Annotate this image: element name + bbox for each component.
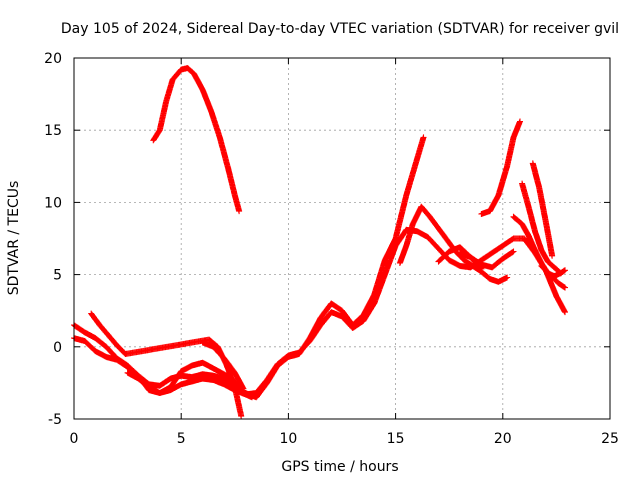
marker-trail — [71, 226, 568, 398]
x-tick-label: 20 — [494, 431, 512, 447]
series-arc-d — [124, 369, 255, 401]
marker-trail — [538, 262, 568, 291]
y-tick-label: 20 — [44, 51, 62, 67]
series-arc-c — [88, 310, 245, 420]
series-arc-f — [396, 203, 511, 285]
plot-frame — [73, 57, 611, 420]
marker-trail — [150, 65, 243, 215]
y-axis-label: SDTVAR / TECUs — [6, 181, 22, 296]
marker-trail — [478, 118, 523, 217]
marker-trail — [199, 339, 247, 392]
marker-trail — [88, 310, 245, 420]
series-arc-j — [519, 180, 564, 277]
y-tick-label: -5 — [48, 412, 62, 428]
x-tick-label: 15 — [387, 431, 405, 447]
y-tick-label: 15 — [44, 123, 62, 139]
marker-trail — [396, 203, 511, 285]
series-arc-b — [71, 226, 568, 398]
series-arc-g — [478, 118, 523, 217]
y-tick-label: 10 — [44, 195, 62, 211]
y-tick-label: 5 — [53, 268, 62, 284]
marker-trail — [124, 369, 255, 401]
x-tick-label: 5 — [177, 431, 186, 447]
chart-title: Day 105 of 2024, Sidereal Day-to-day VTE… — [61, 21, 619, 37]
marker-trail — [71, 134, 427, 401]
series-arc-l — [435, 244, 485, 272]
series-arc-e — [199, 339, 247, 392]
y-axis-ticks: -5 0 5 10 15 20 — [44, 51, 610, 428]
series-arc-i — [529, 160, 556, 259]
series-arc-a — [71, 134, 427, 401]
x-tick-label: 25 — [601, 431, 619, 447]
x-tick-label: 0 — [70, 431, 79, 447]
x-axis-ticks: 0 5 10 15 20 25 — [70, 58, 619, 447]
marker-trail — [435, 244, 485, 272]
series-arc-m — [538, 262, 568, 291]
marker-trail — [519, 180, 564, 277]
data-markers — [71, 65, 568, 420]
marker-trail — [529, 160, 556, 259]
x-axis-label: GPS time / hours — [281, 459, 398, 475]
series-arc-high — [150, 65, 243, 215]
y-tick-label: 0 — [53, 340, 62, 356]
x-tick-label: 10 — [279, 431, 297, 447]
